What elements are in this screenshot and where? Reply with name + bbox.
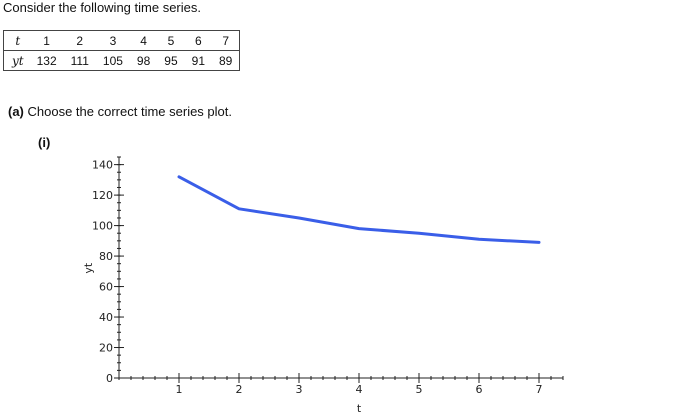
x-axis-title: t — [357, 402, 362, 415]
t-cell: 7 — [212, 30, 240, 51]
t-cell: 4 — [129, 30, 158, 51]
y-tick-label: 40 — [99, 311, 113, 324]
question-text: (a) Choose the correct time series plot. — [8, 104, 232, 119]
table-row-y: yt 132 111 105 98 95 91 89 — [4, 51, 240, 71]
t-cell: 3 — [95, 30, 130, 51]
question-prompt: Choose the correct time series plot. — [27, 104, 232, 119]
y-cell: 132 — [36, 53, 57, 68]
x-tick-label: 1 — [176, 383, 183, 396]
x-tick-label: 5 — [416, 383, 423, 396]
t-cell: 2 — [63, 30, 96, 51]
t-cell: 6 — [184, 30, 212, 51]
question-part-label: (a) — [8, 104, 24, 119]
y-tick-label: 20 — [99, 342, 113, 355]
intro-text: Consider the following time series. — [3, 0, 201, 15]
x-tick-label: 6 — [476, 383, 483, 396]
y-tick-label: 100 — [92, 220, 113, 233]
x-tick-label: 3 — [296, 383, 303, 396]
y-tick-label: 120 — [92, 189, 113, 202]
t-cell: 5 — [157, 30, 185, 51]
t-cell: 1 — [29, 30, 64, 51]
y-tick-label: 60 — [99, 281, 113, 294]
y-tick-label: 80 — [99, 250, 113, 263]
table-row-t: t 1 2 3 4 5 6 7 — [3, 30, 240, 51]
y-cell: 98 — [136, 53, 151, 68]
y-tick-label: 0 — [106, 372, 113, 385]
series-line — [177, 175, 541, 244]
time-series-table: t 1 2 3 4 5 6 7 yt 132 111 105 98 95 91 … — [3, 30, 241, 71]
x-tick-label: 2 — [236, 383, 243, 396]
y-cell: 89 — [219, 53, 233, 68]
row-label-y: yt — [12, 53, 24, 68]
y-tick-label: 140 — [92, 159, 113, 172]
y-axis-title: yt — [82, 262, 95, 274]
x-tick-label: 4 — [356, 383, 363, 396]
y-cell: 105 — [102, 53, 123, 68]
row-label-t: t — [3, 30, 30, 51]
x-tick-label: 7 — [536, 383, 543, 396]
y-cell: 91 — [191, 53, 205, 68]
y-cell: 111 — [70, 53, 89, 68]
option-label: (i) — [38, 135, 51, 150]
y-cell: 95 — [164, 53, 178, 68]
